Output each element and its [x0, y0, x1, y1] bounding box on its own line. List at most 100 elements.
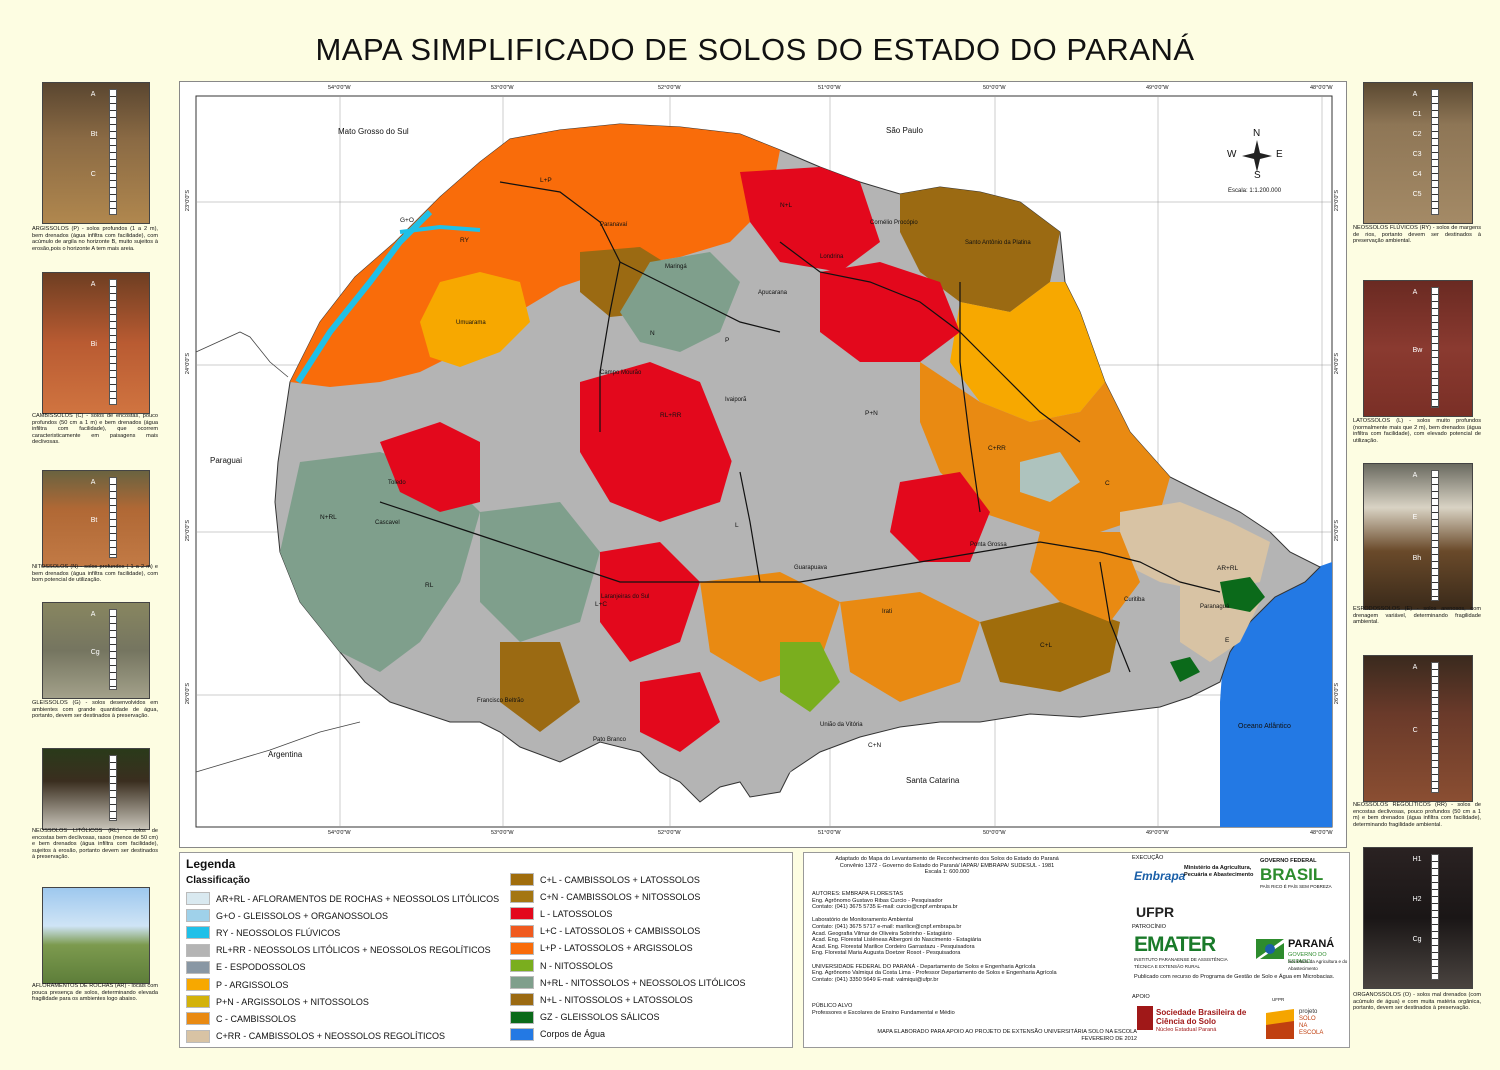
- border-paraguay: [195, 331, 289, 378]
- legend-swatch: [510, 873, 534, 886]
- credits-line: Convênio 1372 - Governo do Estado do Par…: [839, 862, 1055, 869]
- legend-swatch: [186, 892, 210, 905]
- legend-label: E - ESPODOSSOLOS: [216, 962, 306, 973]
- legend-item: P+N - ARGISSOLOS + NITOSSOLOS: [186, 995, 369, 1009]
- credits-footer: MAPA ELABORADO PARA APOIO AO PROJETO DE …: [812, 1029, 1137, 1042]
- longitude-label: 53°0'0"W: [491, 830, 514, 836]
- apoio-label: APOIO: [1132, 994, 1150, 1000]
- soil-unit-label: C: [1105, 480, 1110, 487]
- horizon-label: C2: [1412, 131, 1422, 138]
- horizon-label: A: [1412, 664, 1418, 671]
- horizon-label: Cg: [90, 648, 100, 656]
- longitude-label: 51°0'0"W: [818, 85, 841, 91]
- longitude-label: 48°0'0"W: [1310, 85, 1333, 91]
- soil-caption: LATOSSOLOS (L) - solos muito profundos (…: [1353, 418, 1481, 444]
- legend-item: N+RL - NITOSSOLOS + NEOSSOLOS LITÓLICOS: [510, 976, 746, 990]
- credits-line: Eng. Florestal Maria Augusta Doetzer Ros…: [812, 950, 961, 957]
- sbcs-icon: [1137, 1006, 1153, 1030]
- legend-swatch: [510, 1027, 534, 1041]
- credits-panel: Adaptado do Mapa do Levantamento de Reco…: [803, 852, 1350, 1048]
- border-argentina: [195, 721, 361, 773]
- credits-line: UNIVERSIDADE FEDERAL DO PARANÁ - Departa…: [812, 963, 1036, 970]
- horizon-label: C4: [1412, 171, 1422, 178]
- projeto-line: projeto: [1299, 1009, 1318, 1015]
- compass-rose: N S W E: [1227, 128, 1283, 182]
- soil-unit-label: E: [1225, 637, 1230, 644]
- measuring-tape: [108, 477, 117, 558]
- soil-profile-photo: A Bw: [1363, 280, 1473, 417]
- longitude-label: 52°0'0"W: [658, 85, 681, 91]
- sbcs-logo: Sociedade Brasileira de Ciência do Solo: [1156, 1008, 1247, 1026]
- legend-label: N+L - NITOSSOLOS + LATOSSOLOS: [540, 994, 693, 1005]
- soil-unit-label: L: [735, 522, 739, 529]
- legend-item: L+P - LATOSSOLOS + ARGISSOLOS: [510, 941, 693, 955]
- legend-swatch: [510, 941, 534, 955]
- city-label: Santo Antônio da Platina: [965, 240, 1031, 246]
- horizon-label: Bw: [1412, 346, 1423, 354]
- legend-label: AR+RL - AFLORAMENTOS DE ROCHAS + NEOSSOL…: [216, 893, 500, 904]
- soil-caption: ARGISSOLOS (P) - solos profundos (1 a 2 …: [32, 226, 158, 252]
- horizon-label: A: [90, 281, 96, 288]
- credits-audience: PÚBLICO ALVO Professores e Escolares de E…: [812, 1003, 1082, 1016]
- parana-logo: PARANÁ: [1288, 938, 1335, 950]
- roads: [379, 181, 1221, 673]
- credits-line: Laboratório de Monitoramento Ambiental: [812, 917, 914, 924]
- city-label: Ponta Grossa: [970, 542, 1007, 548]
- compass-e: E: [1276, 149, 1283, 160]
- legend-item: C+RR - CAMBISSOLOS + NEOSSOLOS REGOLÍTIC…: [186, 1029, 445, 1043]
- legend-item: C+N - CAMBISSOLOS + NITOSSOLOS: [510, 890, 700, 904]
- credits-line: [812, 957, 1132, 964]
- horizon-label: Cg: [1412, 936, 1422, 943]
- neighbor-label-sao-paulo: São Paulo: [886, 126, 923, 135]
- emater-subtitle: INSTITUTO PARANAENSE DE ASSISTÊNCIA TÉCN…: [1134, 957, 1228, 969]
- credits-source: Adaptado do Mapa do Levantamento de Reco…: [812, 856, 1082, 876]
- legend-item: N+L - NITOSSOLOS + LATOSSOLOS: [510, 993, 693, 1007]
- horizon-label: C: [90, 171, 96, 178]
- neighbor-label-argentina: Argentina: [268, 750, 303, 759]
- credits-line: Contato: (041) 3675 5735 E-mail: curcio@…: [812, 904, 958, 911]
- soil-unit-label: N+RL: [320, 514, 337, 521]
- horizon-label: A: [90, 479, 96, 486]
- horizon-label: H2: [1412, 896, 1422, 903]
- city-label: União da Vitória: [820, 722, 863, 728]
- soil-caption: NEOSSOLOS LITÓLICOS (RL) - solos de enco…: [32, 828, 158, 861]
- soil-caption: NEOSSOLOS REGOLÍTICOS (RR) - solos de en…: [1353, 802, 1481, 828]
- horizon-label: A: [1412, 472, 1418, 479]
- legend-item: RL+RR - NEOSSOLOS LITÓLICOS + NEOSSOLOS …: [186, 943, 491, 957]
- horizon-label: Bh: [1412, 555, 1422, 563]
- city-label: Paranaguá: [1200, 604, 1230, 610]
- compass-icon: [1242, 140, 1272, 172]
- soil-unit-label: RL+RR: [660, 412, 682, 419]
- legend-label: L+P - LATOSSOLOS + ARGISSOLOS: [540, 943, 693, 954]
- legend-item: RY - NEOSSOLOS FLÚVICOS: [186, 926, 340, 940]
- legend-swatch: [510, 890, 534, 904]
- credits-line: AUTORES: EMBRAPA FLORESTAS: [812, 891, 904, 897]
- horizon-label: A: [1412, 289, 1418, 296]
- soil-unit-label: L+P: [540, 177, 552, 184]
- city-label: Curitiba: [1124, 597, 1145, 603]
- longitude-label: 50°0'0"W: [983, 85, 1006, 91]
- city-label: Londrina: [820, 254, 844, 260]
- ufpr-small-label: UFPR: [1272, 997, 1285, 1002]
- credits-line: Contato: (041) 3675 5717 e-mail: marilic…: [812, 923, 962, 930]
- projeto-line: SOLO: [1299, 1016, 1316, 1022]
- legend-item: AR+RL - AFLORAMENTOS DE ROCHAS + NEOSSOL…: [186, 892, 499, 905]
- longitude-label: 54°0'0"W: [328, 85, 351, 91]
- horizon-label: C5: [1412, 191, 1422, 198]
- horizon-label: Bt: [90, 516, 98, 524]
- horizon-label: H1: [1412, 856, 1422, 863]
- latitude-label: 23°0'0"S: [185, 190, 191, 212]
- city-label: Toledo: [388, 480, 406, 486]
- soil-caption: ESPODOSSOLOS (E) - solos arenosos, com d…: [1353, 606, 1481, 626]
- projeto-solo-na-escola: projeto SOLO NA ESCOLA: [1299, 1009, 1323, 1037]
- legend-label: N - NITOSSOLOS: [540, 960, 613, 971]
- latitude-label: 23°0'0"S: [1334, 190, 1340, 212]
- legend-label: RL+RR - NEOSSOLOS LITÓLICOS + NEOSSOLOS …: [216, 945, 491, 956]
- legend-swatch: [186, 1029, 210, 1043]
- horizon-label: Bt: [90, 131, 98, 138]
- credits-line: FEVEREIRO DE 2012: [1081, 1035, 1137, 1042]
- legend-item: L+C - LATOSSOLOS + CAMBISSOLOS: [510, 924, 700, 938]
- soil-unit-label: RL: [425, 582, 434, 589]
- city-label: Maringá: [665, 264, 687, 270]
- soil-unit-label: C+L: [1040, 642, 1053, 649]
